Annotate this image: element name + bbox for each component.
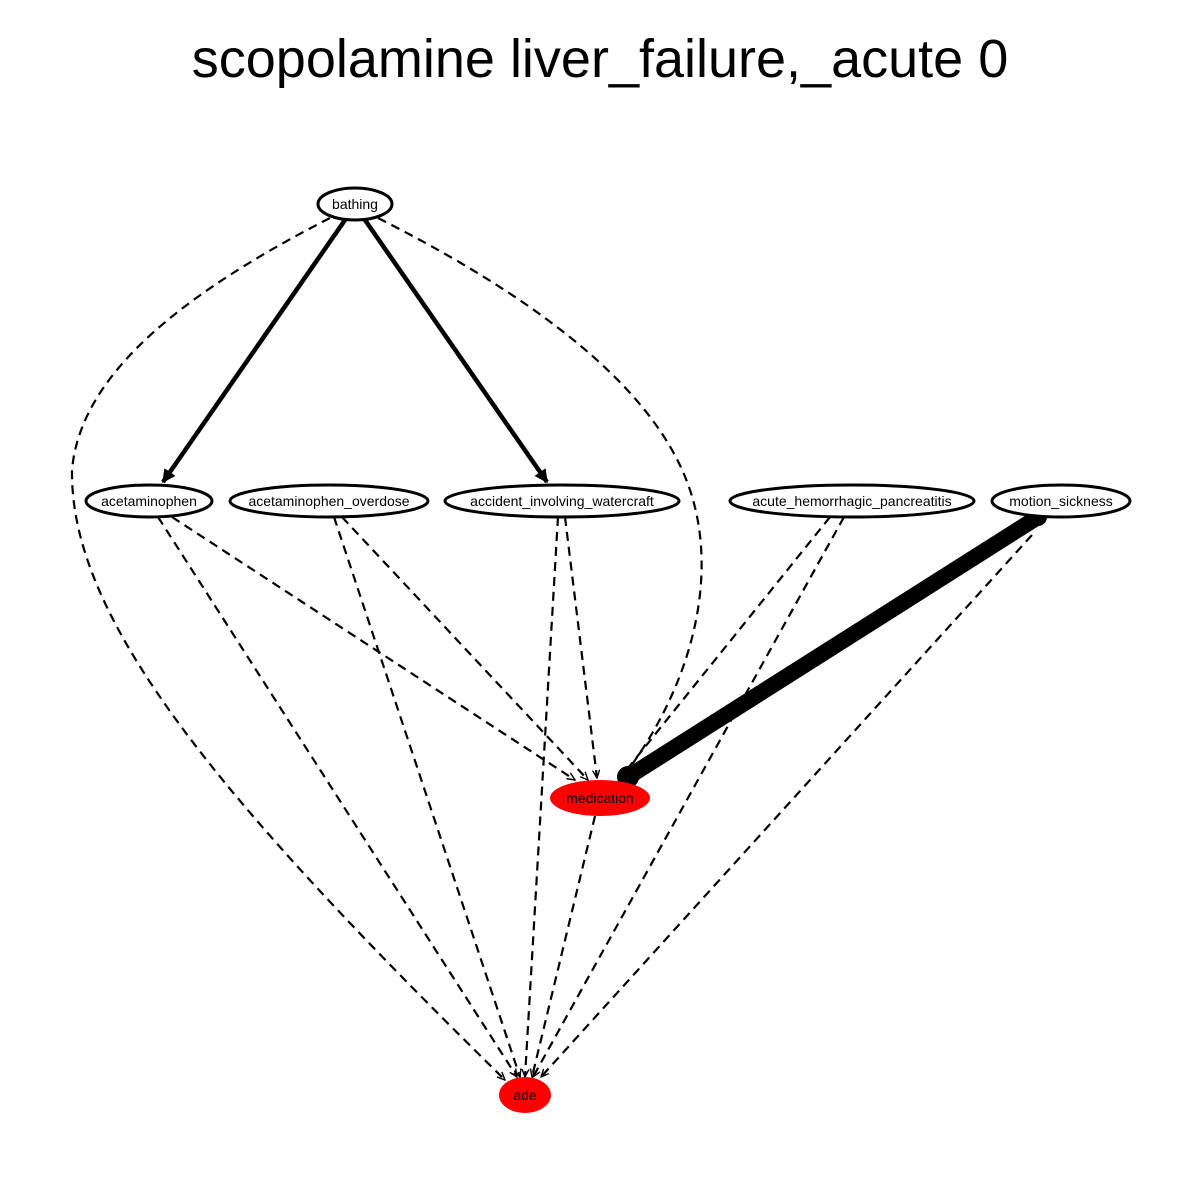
node-accident-involving-watercraft: accident_involving_watercraft <box>443 483 681 519</box>
node-motion-sickness: motion_sickness <box>990 483 1132 519</box>
node-shape <box>990 483 1132 519</box>
edge-bathing-to-ade <box>70 217 505 1080</box>
edge-accident-involving-watercraft-to-medication <box>563 516 597 778</box>
edge-acetaminophen-overdose-to-medication <box>341 516 588 780</box>
edge-motion-sickness-to-medication <box>620 509 1046 785</box>
node-label: acute_hemorrhagic_pancreatitis <box>752 493 951 509</box>
node-shape <box>84 483 214 519</box>
node-shape <box>499 1077 551 1113</box>
node-label: acetaminophen <box>101 493 197 509</box>
node-acetaminophen-overdose: acetaminophen_overdose <box>228 483 430 519</box>
node-shape <box>728 483 976 519</box>
node-label: motion_sickness <box>1009 493 1113 509</box>
node-shape <box>550 780 650 816</box>
edge-bathing-to-acetaminophen <box>161 218 347 484</box>
node-shape <box>316 186 394 222</box>
node-label: medication <box>566 790 634 806</box>
edge-acetaminophen-overdose-to-ade <box>332 516 520 1077</box>
edge-accident-involving-watercraft-to-ade <box>525 516 560 1077</box>
node-acute-hemorrhagic-pancreatitis: acute_hemorrhagic_pancreatitis <box>728 483 976 519</box>
node-label: bathing <box>332 196 378 212</box>
node-medication: medication <box>550 780 650 816</box>
node-acetaminophen: acetaminophen <box>84 483 214 519</box>
edge-acute-hemorrhagic-pancreatitis-to-ade <box>532 516 845 1077</box>
node-label: accident_involving_watercraft <box>470 493 654 509</box>
edge-acetaminophen-to-medication <box>171 516 575 780</box>
node-shape <box>443 483 681 519</box>
edge-acetaminophen-to-ade <box>157 516 517 1077</box>
edge-bathing-to-medication <box>377 217 703 778</box>
edge-bathing-to-accident-involving-watercraft <box>363 218 549 484</box>
edge-medication-to-ade <box>532 815 597 1077</box>
edge-acute-hemorrhagic-pancreatitis-to-medication <box>620 516 831 778</box>
edge-motion-sickness-to-ade <box>541 534 1033 1077</box>
node-label: acetaminophen_overdose <box>248 493 409 509</box>
nodes-layer: bathing acetaminophen acetaminophen_overdo… <box>84 186 1132 1113</box>
node-ade: ade <box>499 1077 551 1113</box>
graph-title: scopolamine liver_failure,_acute 0 <box>191 29 1009 89</box>
node-shape <box>228 483 430 519</box>
edges-layer <box>70 217 1047 1080</box>
node-label: ade <box>513 1087 537 1103</box>
node-bathing: bathing <box>316 186 394 222</box>
